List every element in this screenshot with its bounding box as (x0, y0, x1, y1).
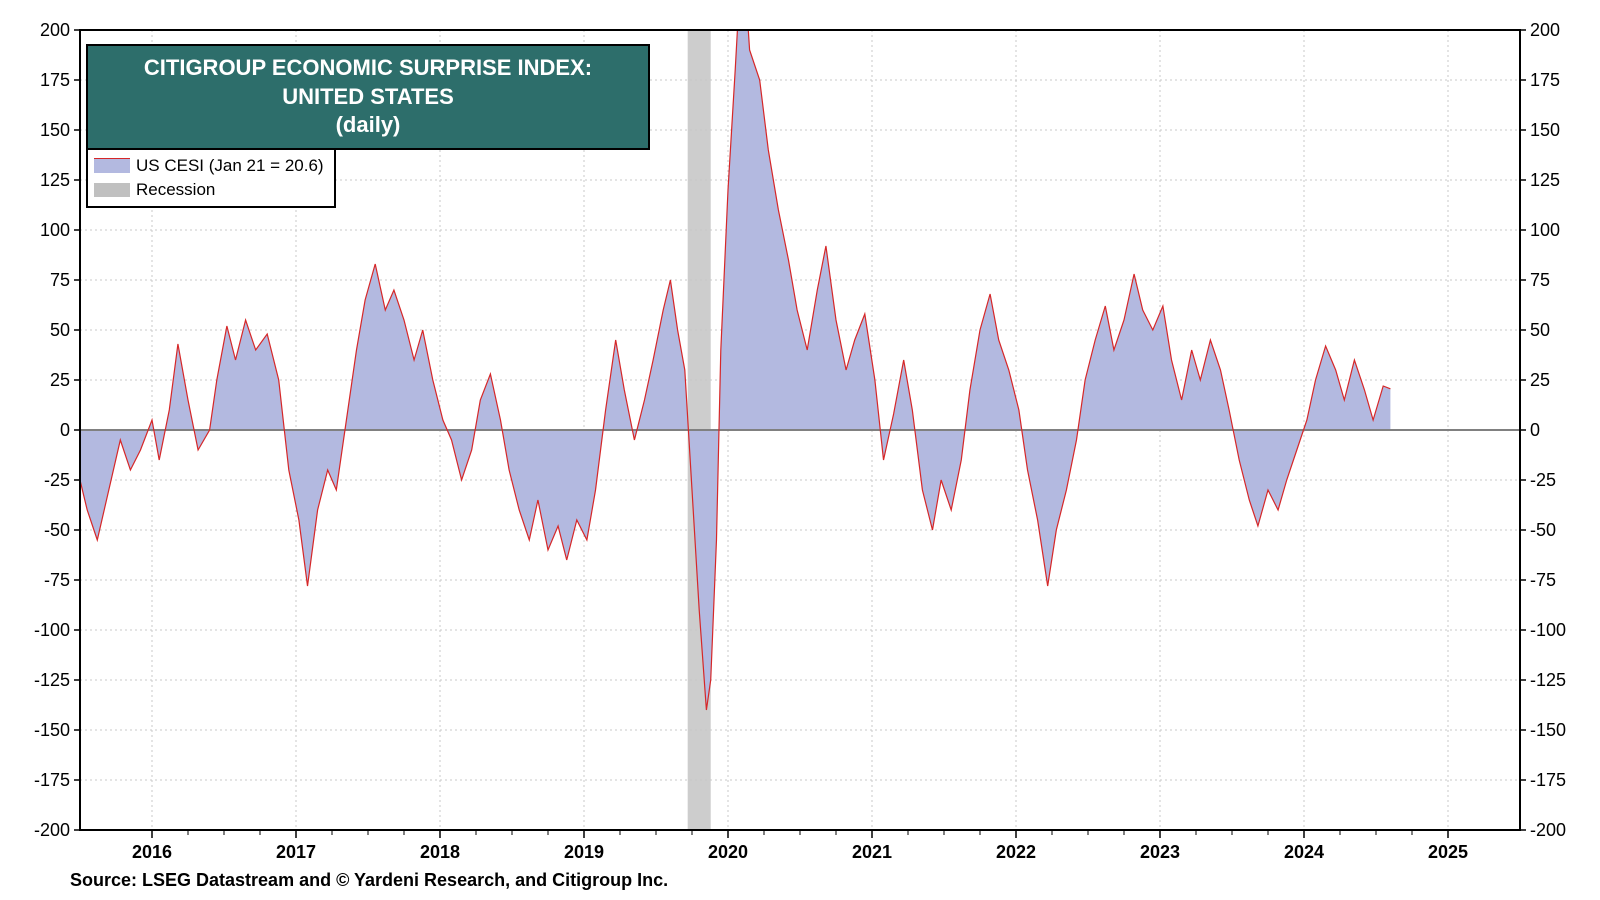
svg-text:0: 0 (60, 420, 70, 440)
svg-text:125: 125 (1530, 170, 1560, 190)
chart-title-box: CITIGROUP ECONOMIC SURPRISE INDEX: UNITE… (86, 44, 650, 150)
svg-text:2017: 2017 (276, 842, 316, 862)
svg-text:-100: -100 (1530, 620, 1566, 640)
chart-container: -200 -200 -175 -175 -150 -150 -125 -125 -100 -100… (0, 0, 1600, 900)
svg-text:2020: 2020 (708, 842, 748, 862)
svg-text:50: 50 (50, 320, 70, 340)
svg-text:75: 75 (1530, 270, 1550, 290)
svg-text:-200: -200 (1530, 820, 1566, 840)
svg-text:0: 0 (1530, 420, 1540, 440)
legend-recession-row: Recession (94, 178, 324, 202)
svg-text:25: 25 (1530, 370, 1550, 390)
legend-series-swatch (94, 158, 130, 173)
svg-text:200: 200 (40, 20, 70, 40)
svg-text:2016: 2016 (132, 842, 172, 862)
svg-text:25: 25 (50, 370, 70, 390)
svg-text:-25: -25 (44, 470, 70, 490)
svg-text:-125: -125 (34, 670, 70, 690)
svg-text:-50: -50 (1530, 520, 1556, 540)
svg-text:150: 150 (40, 120, 70, 140)
svg-text:-25: -25 (1530, 470, 1556, 490)
svg-text:100: 100 (40, 220, 70, 240)
svg-text:-150: -150 (1530, 720, 1566, 740)
svg-text:100: 100 (1530, 220, 1560, 240)
svg-text:125: 125 (40, 170, 70, 190)
svg-text:-150: -150 (34, 720, 70, 740)
svg-text:150: 150 (1530, 120, 1560, 140)
svg-text:2025: 2025 (1428, 842, 1468, 862)
svg-text:2021: 2021 (852, 842, 892, 862)
svg-text:200: 200 (1530, 20, 1560, 40)
svg-text:-50: -50 (44, 520, 70, 540)
svg-text:-75: -75 (1530, 570, 1556, 590)
legend-recession-label: Recession (136, 178, 215, 202)
svg-text:2022: 2022 (996, 842, 1036, 862)
legend-series-label: US CESI (Jan 21 = 20.6) (136, 154, 324, 178)
chart-title-line1: CITIGROUP ECONOMIC SURPRISE INDEX: (108, 54, 628, 83)
legend-recession-swatch (94, 183, 130, 197)
svg-text:2023: 2023 (1140, 842, 1180, 862)
svg-text:-200: -200 (34, 820, 70, 840)
svg-text:-100: -100 (34, 620, 70, 640)
chart-title-line3: (daily) (108, 111, 628, 140)
chart-title-line2: UNITED STATES (108, 83, 628, 112)
svg-text:-75: -75 (44, 570, 70, 590)
svg-text:-175: -175 (34, 770, 70, 790)
svg-text:175: 175 (1530, 70, 1560, 90)
legend-box: US CESI (Jan 21 = 20.6) Recession (86, 148, 336, 208)
svg-text:2018: 2018 (420, 842, 460, 862)
svg-text:75: 75 (50, 270, 70, 290)
svg-text:-125: -125 (1530, 670, 1566, 690)
source-text: Source: LSEG Datastream and © Yardeni Re… (70, 870, 668, 891)
svg-text:175: 175 (40, 70, 70, 90)
legend-series-row: US CESI (Jan 21 = 20.6) (94, 154, 324, 178)
svg-text:2019: 2019 (564, 842, 604, 862)
svg-text:-175: -175 (1530, 770, 1566, 790)
svg-text:50: 50 (1530, 320, 1550, 340)
svg-text:2024: 2024 (1284, 842, 1324, 862)
